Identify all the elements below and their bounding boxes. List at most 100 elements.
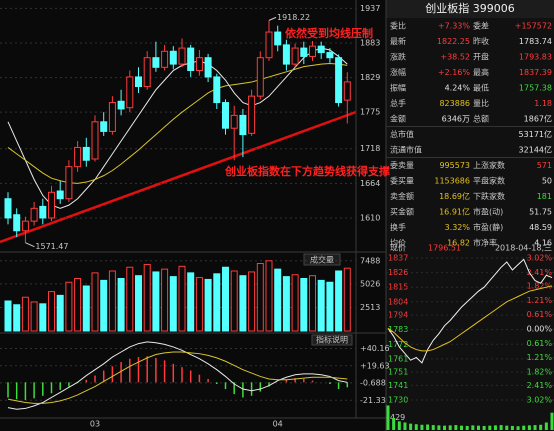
volume-bar — [48, 291, 55, 332]
y-tick-label: 1.82% — [527, 367, 553, 376]
y-tick-label: 1761 — [388, 354, 408, 363]
volume-button[interactable] — [303, 253, 341, 266]
quote-label: 卖金额 — [390, 191, 414, 201]
volume-bar — [510, 425, 514, 430]
candle-body — [169, 50, 177, 65]
quote-value: 571 — [537, 161, 552, 170]
candle-body — [161, 50, 169, 68]
line — [7, 47, 348, 209]
volume-bar — [426, 424, 430, 430]
volume-bar — [230, 270, 238, 332]
volume-bar — [239, 275, 247, 332]
y-tick-label: 1751 — [388, 368, 408, 377]
candle-body — [91, 121, 99, 160]
y-tick-label: 1664 — [360, 179, 380, 188]
volume-bar — [420, 424, 424, 430]
candle-body — [74, 146, 82, 168]
low-label: 1571.47 — [35, 242, 68, 251]
quote-label: 平盘家数 — [473, 176, 505, 186]
intraday-price: 1796.51 — [428, 244, 461, 253]
volume-bar — [126, 266, 134, 332]
quote-label: 开盘 — [473, 52, 489, 62]
volume-bar — [82, 285, 90, 332]
quote-value: +38.52 — [440, 53, 470, 62]
volume-bar — [493, 425, 497, 430]
volume-bar — [13, 304, 21, 332]
candle-body — [30, 207, 38, 222]
volume-bar — [91, 272, 99, 332]
y-tick-label: 2513 — [360, 303, 380, 312]
quote-value: 6346万 — [442, 115, 470, 124]
candle-body — [317, 45, 325, 54]
candle-body — [39, 205, 47, 219]
volume-bar — [527, 425, 531, 430]
pointer — [25, 242, 35, 248]
volume-bar — [4, 300, 12, 332]
y-tick-label: +40.16 — [360, 344, 390, 353]
volume-bar — [409, 423, 413, 430]
candle-body — [187, 47, 195, 72]
volume-bar — [56, 294, 64, 332]
volume-tick-label: 429 — [390, 413, 405, 422]
volume-bar — [533, 425, 537, 430]
quote-label: 最高 — [473, 67, 489, 77]
y-tick-label: 3.02% — [527, 396, 553, 405]
x-tick-label: 03 — [90, 420, 100, 429]
volume-bar — [135, 275, 142, 332]
candle-body — [48, 191, 55, 219]
candle-body — [204, 57, 212, 78]
y-tick-label: 1.21% — [527, 353, 553, 362]
volume-bar — [476, 425, 480, 430]
volume-bar — [437, 425, 441, 430]
candle-body — [13, 214, 21, 232]
volume-bar — [326, 281, 334, 332]
volume-bar — [152, 271, 160, 332]
quote-label: 下跌家数 — [473, 191, 505, 201]
quote-label: 量比 — [473, 98, 489, 108]
candle-body — [135, 76, 142, 88]
candle-body — [343, 81, 351, 101]
volume-bar — [187, 272, 195, 332]
candle-body — [335, 57, 343, 104]
quote-value: 4.16 — [534, 239, 552, 248]
line — [7, 351, 348, 404]
candle-body — [152, 57, 160, 68]
candle-body — [326, 52, 334, 59]
y-tick-label: 1937 — [360, 4, 380, 13]
indicator-button[interactable] — [311, 334, 353, 346]
volume-bar — [291, 274, 299, 332]
candle-body — [239, 114, 247, 136]
y-tick-label: -0.688 — [360, 378, 386, 387]
quote-value: 823886 — [439, 99, 470, 108]
candle-body — [274, 31, 282, 46]
quote-value: 32144亿 — [519, 145, 552, 155]
y-tick-label: 2.41% — [527, 381, 553, 390]
y-tick-label: 1610 — [360, 213, 380, 222]
candle-body — [82, 146, 90, 161]
y-tick-label: 2.41% — [527, 268, 553, 277]
quote-label: 市盈(静) — [473, 222, 503, 232]
candle-body — [291, 47, 299, 65]
volume-title: 成交量 — [310, 255, 334, 265]
volume-bar — [505, 425, 509, 430]
quote-value: +2.16% — [438, 68, 471, 77]
volume-bar — [465, 425, 469, 430]
volume-bar — [454, 425, 458, 430]
y-tick-label: 0.00% — [527, 325, 553, 334]
y-tick-label: 1730 — [388, 396, 408, 405]
volume-bar — [499, 425, 503, 430]
volume-bar — [256, 263, 264, 332]
volume-bar — [65, 281, 73, 332]
volume-bar — [265, 260, 273, 332]
quote-value: 181 — [537, 192, 552, 201]
annotation: 创业板指数在下方趋势线获得支撑 — [224, 164, 390, 178]
volume-bar — [386, 405, 390, 430]
candle-body — [56, 190, 64, 200]
quote-label: 最低 — [473, 83, 489, 93]
volume-bar — [161, 268, 169, 332]
quote-label: 市盈(动) — [473, 207, 503, 217]
intraday-label: 现价 — [390, 244, 406, 253]
volume-bar — [522, 425, 526, 430]
quote-label: 金额 — [390, 114, 406, 124]
